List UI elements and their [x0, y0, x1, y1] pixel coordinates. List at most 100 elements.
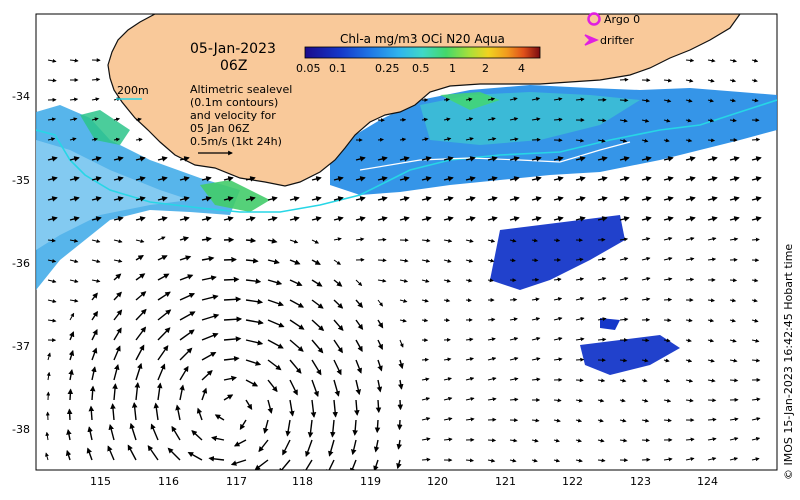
velocity-arrow — [377, 258, 387, 263]
lon-axis: 115 116 117 118 119 120 121 122 123 124 — [90, 475, 718, 488]
velocity-arrow — [685, 358, 693, 363]
velocity-arrow — [333, 359, 342, 376]
velocity-arrow — [355, 196, 366, 202]
velocity-arrow — [487, 238, 496, 243]
velocity-arrow — [597, 276, 607, 281]
velocity-arrow — [707, 138, 716, 143]
velocity-arrow — [326, 459, 335, 470]
velocity-arrow — [597, 118, 607, 123]
velocity-arrow — [69, 137, 77, 142]
velocity-arrow — [223, 375, 237, 382]
velocity-arrow — [258, 439, 269, 453]
velocity-arrow — [289, 299, 305, 308]
velocity-arrow — [397, 379, 404, 390]
velocity-arrow — [487, 117, 496, 121]
lon-tick: 121 — [495, 475, 516, 488]
velocity-arrow — [47, 78, 57, 83]
velocity-arrow — [531, 336, 541, 341]
velocity-arrow — [487, 258, 495, 263]
velocity-arrow — [377, 278, 387, 283]
description-line: 0.5m/s (1kt 24h) — [190, 135, 282, 148]
velocity-arrow — [443, 196, 454, 202]
velocity-arrow — [91, 176, 102, 182]
velocity-arrow — [245, 319, 264, 325]
velocity-arrow — [135, 273, 146, 281]
velocity-arrow — [509, 97, 518, 101]
velocity-arrow — [223, 176, 234, 182]
velocity-arrow — [223, 356, 240, 362]
velocity-arrow — [597, 398, 605, 403]
velocity-arrow — [641, 276, 651, 281]
velocity-arrow — [751, 156, 762, 162]
velocity-arrow — [531, 176, 542, 182]
velocity-arrow — [421, 278, 430, 283]
velocity-arrow — [443, 258, 452, 263]
velocity-arrow — [223, 216, 234, 222]
velocity-arrow — [509, 337, 519, 341]
velocity-arrow — [575, 296, 585, 301]
velocity-arrow — [355, 339, 363, 352]
velocity-arrow — [729, 358, 738, 363]
velocity-arrow — [619, 398, 626, 403]
velocity-arrow — [663, 216, 674, 222]
velocity-arrow — [245, 359, 262, 366]
velocity-arrow — [88, 405, 95, 421]
velocity-arrow — [233, 439, 247, 447]
velocity-arrow — [641, 216, 652, 222]
velocity-arrow — [91, 292, 98, 301]
velocity-arrow — [333, 379, 340, 397]
velocity-arrow — [223, 336, 242, 342]
velocity-arrow — [201, 176, 212, 182]
description-line: 05 Jan 06Z — [190, 122, 250, 135]
velocity-arrow — [575, 337, 585, 342]
velocity-arrow — [575, 438, 582, 443]
velocity-arrow — [289, 239, 299, 244]
velocity-arrow — [685, 196, 696, 202]
velocity-arrow — [135, 156, 146, 162]
velocity-arrow — [575, 316, 585, 321]
velocity-arrow — [707, 298, 715, 303]
velocity-arrow — [575, 418, 583, 423]
velocity-arrow — [68, 369, 74, 381]
velocity-arrow — [443, 216, 454, 222]
velocity-arrow — [89, 385, 96, 401]
velocity-arrow — [135, 216, 146, 222]
velocity-arrow — [729, 436, 739, 441]
velocity-arrow — [375, 399, 382, 414]
velocity-arrow — [113, 216, 124, 222]
description-line: Altimetric sealevel — [190, 83, 292, 96]
velocity-arrow — [619, 378, 627, 383]
velocity-arrow — [443, 137, 452, 142]
velocity-arrow — [487, 337, 496, 342]
velocity-arrow — [421, 156, 432, 162]
velocity-arrows — [45, 58, 762, 470]
velocity-arrow — [487, 438, 497, 443]
velocity-arrow — [597, 438, 605, 443]
velocity-arrow — [663, 138, 670, 143]
velocity-arrow — [69, 97, 79, 102]
velocity-arrow — [201, 216, 212, 222]
velocity-arrow — [350, 459, 357, 470]
velocity-arrow — [254, 459, 269, 470]
velocity-arrow — [421, 216, 432, 222]
velocity-arrow — [729, 176, 740, 182]
velocity-arrow — [374, 419, 381, 434]
velocity-arrow — [531, 97, 541, 101]
velocity-arrow — [751, 338, 760, 343]
velocity-arrow — [641, 138, 649, 143]
velocity-arrow — [663, 196, 674, 202]
velocity-arrow — [707, 156, 718, 162]
velocity-arrow — [373, 459, 379, 470]
velocity-arrow — [377, 359, 383, 372]
velocity-arrow — [69, 117, 78, 122]
velocity-arrow — [553, 438, 560, 443]
velocity-arrow — [91, 239, 101, 244]
velocity-arrow — [211, 435, 225, 442]
velocity-arrow — [47, 352, 51, 361]
velocity-arrow — [597, 458, 606, 463]
velocity-arrow — [157, 255, 168, 261]
velocity-arrow — [509, 317, 518, 322]
velocity-arrow — [310, 399, 317, 418]
velocity-arrow — [619, 297, 629, 301]
velocity-arrow — [707, 358, 715, 363]
